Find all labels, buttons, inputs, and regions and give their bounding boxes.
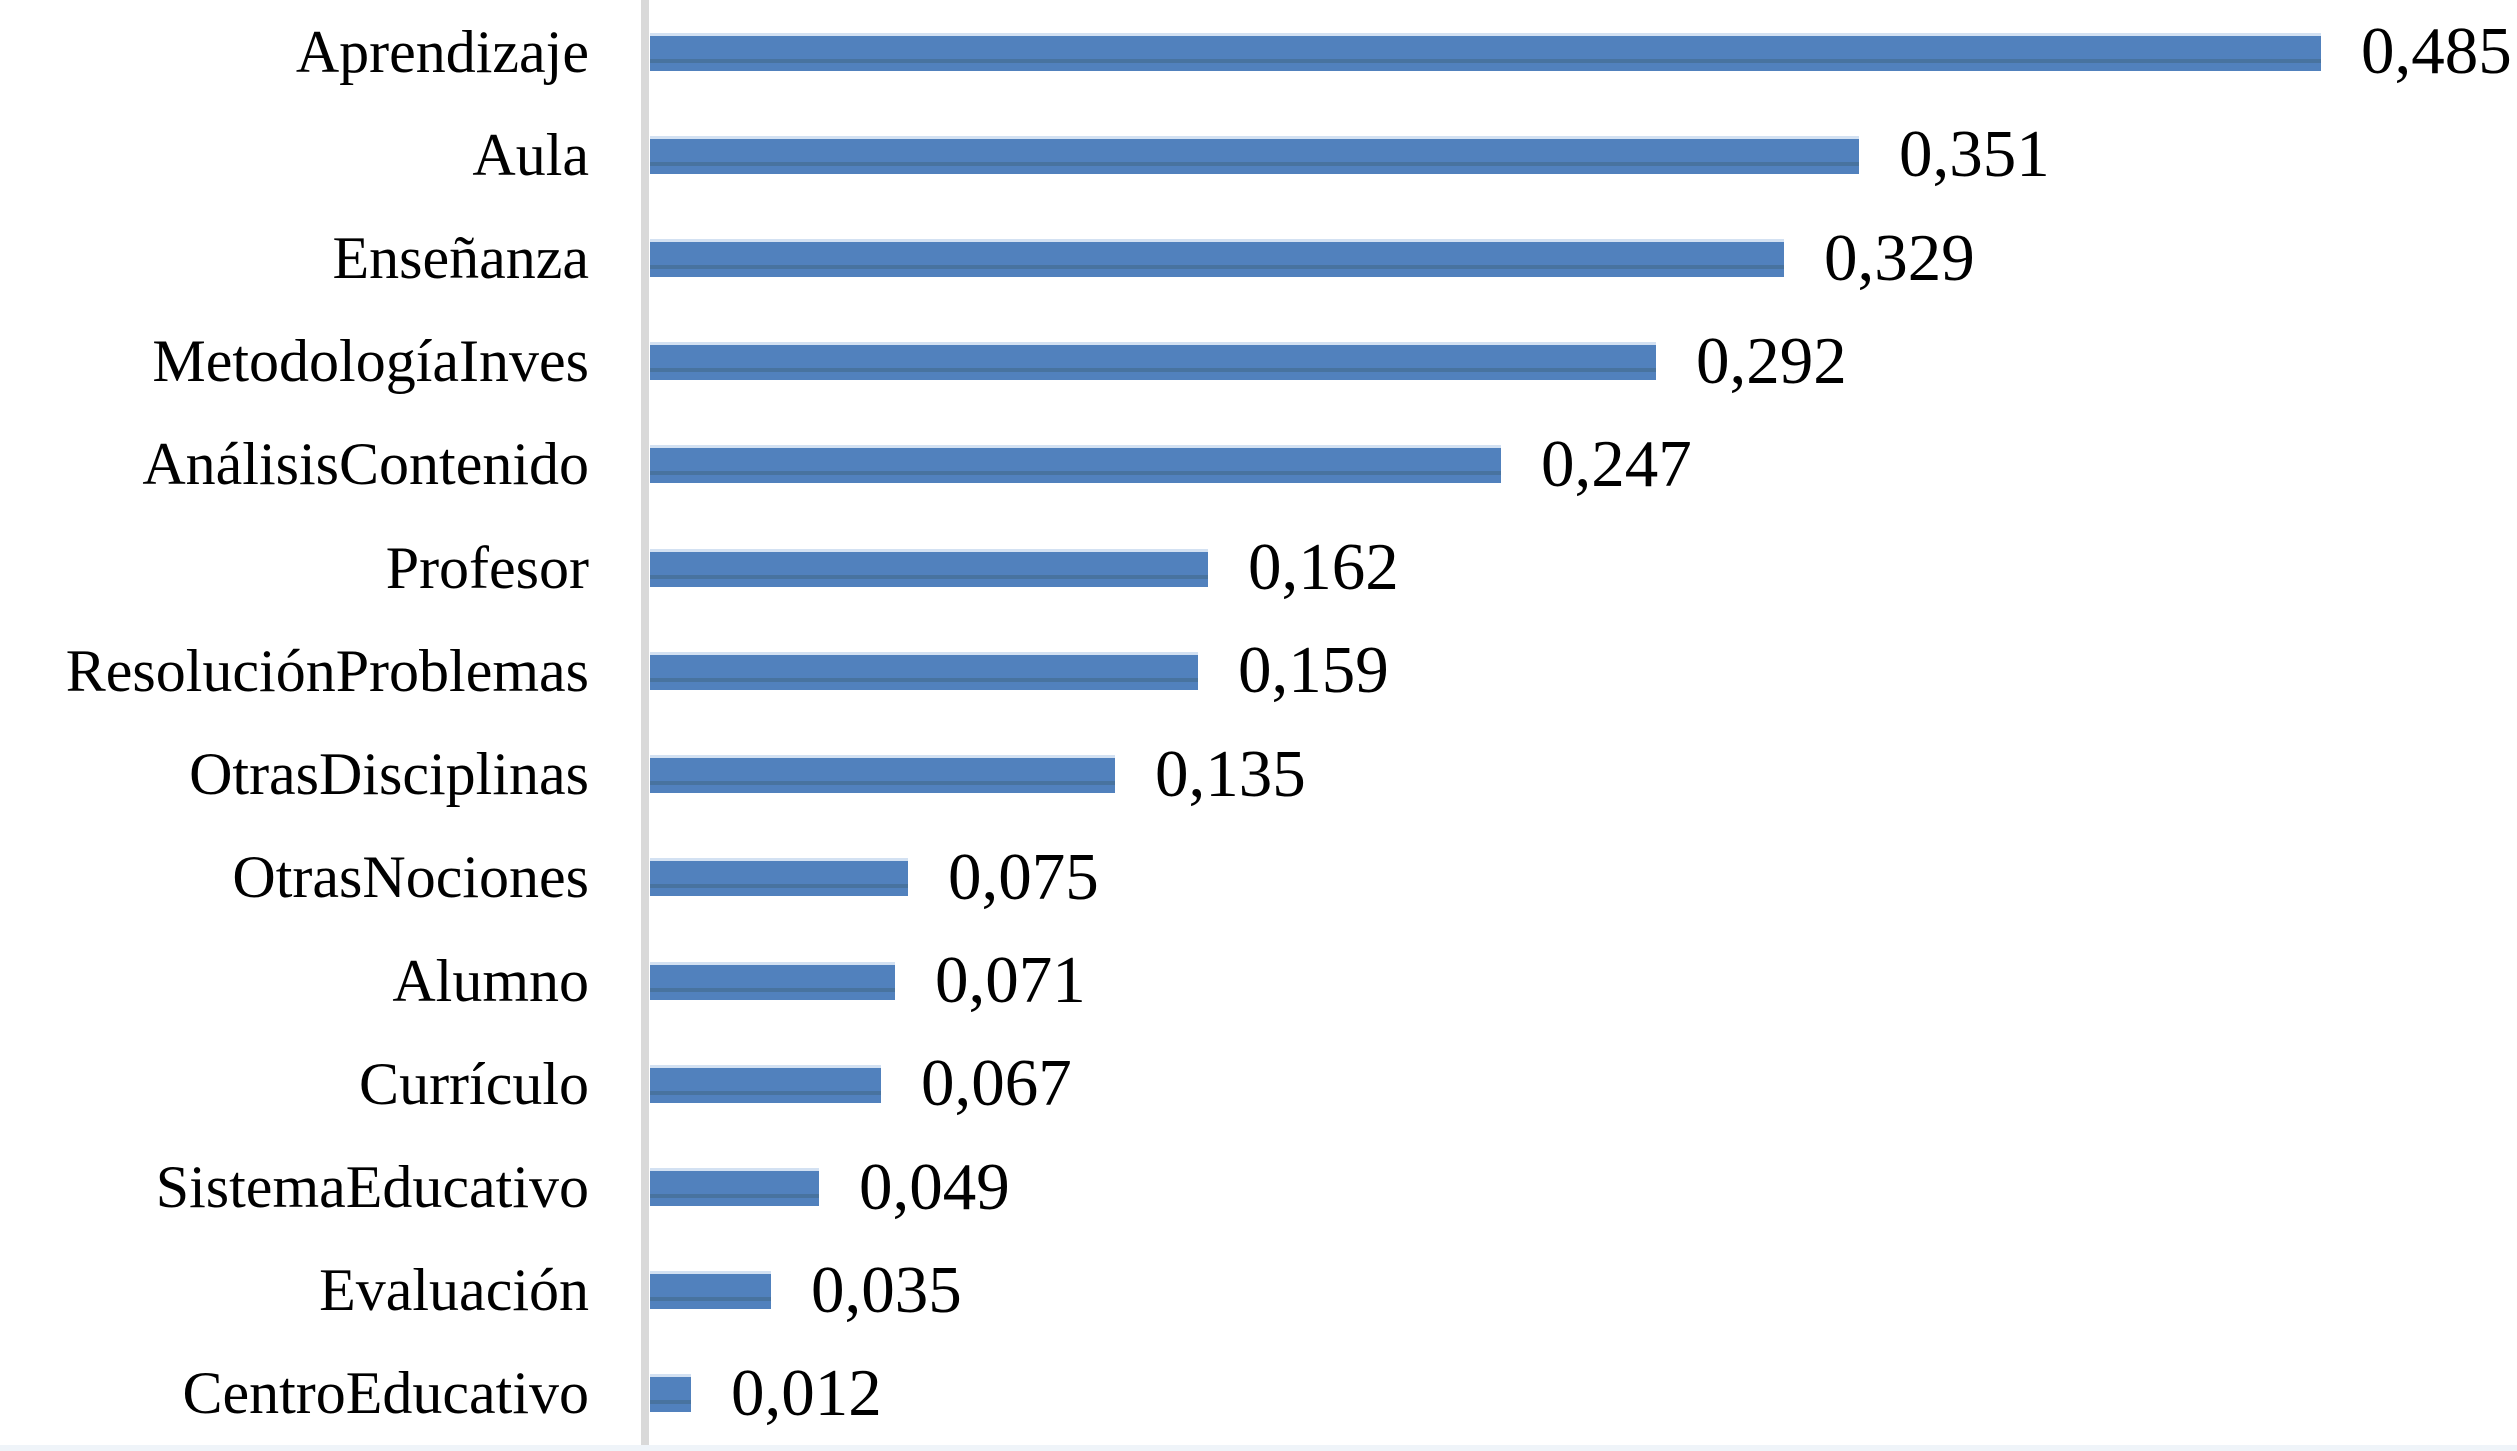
bar-track: 0,247 [650, 413, 2517, 516]
category-label: OtrasNociones [232, 844, 589, 911]
bar-row: CentroEducativo 0,012 [0, 1342, 2517, 1445]
value-label: 0,075 [948, 839, 1099, 914]
bar-track: 0,292 [650, 310, 2517, 413]
bar-row: SistemaEducativo 0,049 [0, 1135, 2517, 1238]
value-label: 0,049 [859, 1149, 1010, 1224]
category-label: Alumno [392, 947, 589, 1014]
bar-row: Alumno 0,071 [0, 929, 2517, 1032]
bar [650, 239, 1784, 278]
bar [650, 445, 1501, 484]
x-axis-baseline [0, 1445, 2517, 1451]
bar-track: 0,049 [650, 1135, 2517, 1238]
bar-row: Aula 0,351 [0, 103, 2517, 206]
bar-track: 0,067 [650, 1032, 2517, 1135]
bar-row: Aprendizaje 0,485 [0, 0, 2517, 103]
value-label: 0,135 [1155, 736, 1306, 811]
category-label: Profesor [385, 534, 589, 601]
bar-track: 0,071 [650, 929, 2517, 1032]
bar [650, 858, 908, 897]
bar-row: Profesor 0,162 [0, 516, 2517, 619]
category-label: CentroEducativo [182, 1360, 589, 1427]
value-label: 0,247 [1541, 426, 1692, 501]
value-label: 0,351 [1899, 117, 2050, 192]
bar [650, 32, 2321, 71]
bar [650, 1064, 881, 1103]
y-axis-line [641, 0, 649, 1447]
bar-track: 0,035 [650, 1239, 2517, 1342]
category-label: Aprendizaje [295, 18, 589, 85]
value-label: 0,292 [1696, 323, 1847, 398]
bar [650, 342, 1656, 381]
category-label: ResoluciónProblemas [65, 637, 589, 704]
bar-row: OtrasDisciplinas 0,135 [0, 723, 2517, 826]
bar-row: ResoluciónProblemas 0,159 [0, 619, 2517, 722]
bar-row: Evaluación 0,035 [0, 1239, 2517, 1342]
bar-track: 0,351 [650, 103, 2517, 206]
value-label: 0,159 [1238, 633, 1389, 708]
bar [650, 755, 1115, 794]
bar [650, 651, 1198, 690]
bar-track: 0,162 [650, 516, 2517, 619]
category-label: Enseñanza [332, 225, 589, 292]
bar-track: 0,135 [650, 723, 2517, 826]
bar-row: Enseñanza 0,329 [0, 206, 2517, 309]
bar-track: 0,012 [650, 1342, 2517, 1445]
bar-track: 0,159 [650, 619, 2517, 722]
value-label: 0,329 [1824, 220, 1975, 295]
value-label: 0,071 [935, 943, 1086, 1018]
value-label: 0,162 [1248, 530, 1399, 605]
bar [650, 1374, 691, 1413]
bar [650, 135, 1859, 174]
bar-track: 0,485 [650, 0, 2517, 103]
bar-track: 0,329 [650, 206, 2517, 309]
bar [650, 961, 895, 1000]
value-label: 0,067 [921, 1046, 1072, 1121]
category-label: SistemaEducativo [155, 1154, 589, 1221]
category-label: OtrasDisciplinas [189, 741, 589, 808]
value-label: 0,012 [731, 1355, 882, 1430]
bar [650, 1168, 819, 1207]
bar-row: MetodologíaInves 0,292 [0, 310, 2517, 413]
bar [650, 548, 1208, 587]
category-label: Evaluación [319, 1257, 589, 1324]
value-label: 0,035 [811, 1252, 962, 1327]
value-label: 0,485 [2361, 14, 2512, 89]
bar [650, 1271, 771, 1310]
bar-row: Currículo 0,067 [0, 1032, 2517, 1135]
category-label: Aula [472, 121, 589, 188]
bar-row: AnálisisContenido 0,247 [0, 413, 2517, 516]
bar-track: 0,075 [650, 826, 2517, 929]
category-label: Currículo [359, 1050, 589, 1117]
category-label: MetodologíaInves [152, 328, 589, 395]
bar-row: OtrasNociones 0,075 [0, 826, 2517, 929]
category-label: AnálisisContenido [142, 431, 589, 498]
